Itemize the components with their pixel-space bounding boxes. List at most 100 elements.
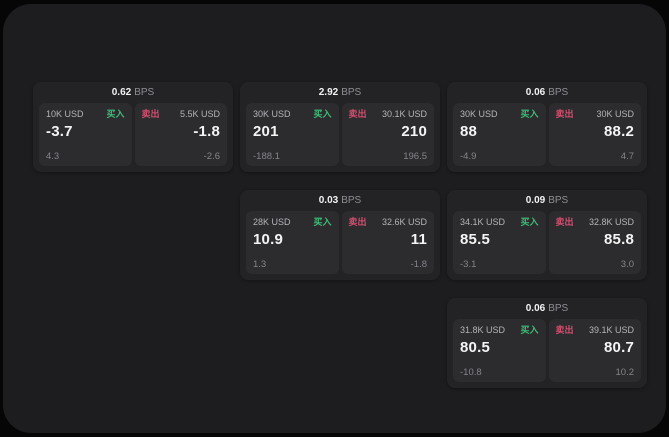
bps-value: 0.62: [111, 87, 132, 98]
buy-amount: 30K USD: [460, 109, 498, 119]
sell-tile-header: 卖出 32.8K USD: [556, 218, 635, 227]
card-body: 34.1K USD 买入 85.5 -3.1 卖出 32.8K USD 85.8…: [447, 209, 647, 280]
sell-side-badge: 卖出: [555, 109, 574, 119]
buy-tile-header: 31.8K USD 买入: [460, 326, 539, 335]
buy-amount: 30K USD: [253, 109, 291, 119]
buy-quote-tile[interactable]: 30K USD 买入 88 -4.9: [453, 103, 546, 166]
sell-tile-header: 卖出 5.5K USD: [142, 110, 221, 119]
quote-card: 2.92 BPS 30K USD 买入 201 -188.1 卖出 30.1K …: [240, 82, 440, 172]
buy-delta: -3.1: [460, 258, 477, 270]
bps-value: 0.09: [525, 195, 546, 206]
sell-side-badge: 卖出: [348, 217, 367, 227]
buy-price: 88: [460, 123, 478, 140]
buy-tile-header: 30K USD 买入: [253, 110, 332, 119]
sell-amount: 5.5K USD: [179, 109, 220, 119]
buy-amount: 31.8K USD: [460, 325, 506, 335]
sell-price: -1.8: [193, 123, 220, 140]
sell-tile-header: 卖出 30K USD: [556, 110, 635, 119]
buy-quote-tile[interactable]: 10K USD 买入 -3.7 4.3: [39, 103, 132, 166]
buy-amount: 10K USD: [46, 109, 84, 119]
sell-delta: 3.0: [620, 258, 634, 270]
sell-side-badge: 卖出: [555, 325, 574, 335]
sell-quote-tile[interactable]: 卖出 39.1K USD 80.7 10.2: [548, 319, 641, 382]
sell-side-badge: 卖出: [141, 109, 160, 119]
buy-side-badge: 买入: [520, 217, 539, 227]
buy-delta: -188.1: [253, 150, 280, 162]
bps-unit-label: BPS: [341, 87, 362, 98]
sell-amount: 30.1K USD: [381, 109, 427, 119]
sell-delta: 196.5: [403, 150, 427, 162]
buy-price: -3.7: [46, 123, 73, 140]
buy-quote-tile[interactable]: 30K USD 买入 201 -188.1: [246, 103, 339, 166]
bps-unit-label: BPS: [548, 195, 569, 206]
bps-value: 0.03: [318, 195, 339, 206]
buy-price: 201: [253, 123, 279, 140]
sell-quote-tile[interactable]: 卖出 32.6K USD 11 -1.8: [341, 211, 434, 274]
card-body: 30K USD 买入 201 -188.1 卖出 30.1K USD 210 1…: [240, 101, 440, 172]
buy-quote-tile[interactable]: 31.8K USD 买入 80.5 -10.8: [453, 319, 546, 382]
buy-tile-header: 34.1K USD 买入: [460, 218, 539, 227]
sell-delta: -1.8: [410, 258, 427, 270]
buy-delta: 1.3: [253, 258, 267, 270]
buy-side-badge: 买入: [520, 109, 539, 119]
sell-price: 80.7: [604, 339, 634, 356]
sell-tile-header: 卖出 39.1K USD: [556, 326, 635, 335]
buy-price: 85.5: [460, 231, 490, 248]
quote-card: 0.62 BPS 10K USD 买入 -3.7 4.3 卖出 5.5K USD…: [33, 82, 233, 172]
buy-tile-header: 30K USD 买入: [460, 110, 539, 119]
buy-side-badge: 买入: [313, 217, 332, 227]
sell-quote-tile[interactable]: 卖出 30.1K USD 210 196.5: [341, 103, 434, 166]
sell-side-badge: 卖出: [555, 217, 574, 227]
buy-amount: 28K USD: [253, 217, 291, 227]
card-header-spread: 0.09 BPS: [447, 190, 647, 209]
buy-side-badge: 买入: [106, 109, 125, 119]
buy-quote-tile[interactable]: 28K USD 买入 10.9 1.3: [246, 211, 339, 274]
sell-quote-tile[interactable]: 卖出 30K USD 88.2 4.7: [548, 103, 641, 166]
bps-value: 0.06: [525, 303, 546, 314]
bps-unit-label: BPS: [341, 195, 362, 206]
quote-card: 0.06 BPS 30K USD 买入 88 -4.9 卖出 30K USD 8…: [447, 82, 647, 172]
sell-tile-header: 卖出 30.1K USD: [349, 110, 428, 119]
quote-card-grid: 0.62 BPS 10K USD 买入 -3.7 4.3 卖出 5.5K USD…: [33, 82, 647, 388]
buy-price: 10.9: [253, 231, 283, 248]
sell-price: 210: [401, 123, 427, 140]
sell-delta: -2.6: [203, 150, 220, 162]
sell-side-badge: 卖出: [348, 109, 367, 119]
sell-price: 85.8: [604, 231, 634, 248]
sell-quote-tile[interactable]: 卖出 32.8K USD 85.8 3.0: [548, 211, 641, 274]
bps-value: 0.06: [525, 87, 546, 98]
quote-card: 0.03 BPS 28K USD 买入 10.9 1.3 卖出 32.6K US…: [240, 190, 440, 280]
quote-card: 0.09 BPS 34.1K USD 买入 85.5 -3.1 卖出 32.8K…: [447, 190, 647, 280]
bps-unit-label: BPS: [134, 87, 155, 98]
bps-unit-label: BPS: [548, 87, 569, 98]
sell-price: 11: [410, 231, 427, 248]
buy-side-badge: 买入: [520, 325, 539, 335]
sell-amount: 32.8K USD: [588, 217, 634, 227]
buy-amount: 34.1K USD: [460, 217, 506, 227]
card-header-spread: 2.92 BPS: [240, 82, 440, 101]
bps-unit-label: BPS: [548, 303, 569, 314]
card-header-spread: 0.06 BPS: [447, 82, 647, 101]
card-header-spread: 0.03 BPS: [240, 190, 440, 209]
main-panel: 0.62 BPS 10K USD 买入 -3.7 4.3 卖出 5.5K USD…: [3, 4, 666, 433]
sell-quote-tile[interactable]: 卖出 5.5K USD -1.8 -2.6: [134, 103, 227, 166]
sell-delta: 10.2: [615, 366, 635, 378]
sell-tile-header: 卖出 32.6K USD: [349, 218, 428, 227]
quote-card: 0.06 BPS 31.8K USD 买入 80.5 -10.8 卖出 39.1…: [447, 298, 647, 388]
buy-price: 80.5: [460, 339, 490, 356]
card-header-spread: 0.06 BPS: [447, 298, 647, 317]
buy-delta: 4.3: [46, 150, 60, 162]
buy-side-badge: 买入: [313, 109, 332, 119]
buy-delta: -4.9: [460, 150, 477, 162]
buy-quote-tile[interactable]: 34.1K USD 买入 85.5 -3.1: [453, 211, 546, 274]
sell-delta: 4.7: [620, 150, 634, 162]
bps-value: 2.92: [318, 87, 339, 98]
card-body: 28K USD 买入 10.9 1.3 卖出 32.6K USD 11 -1.8: [240, 209, 440, 280]
card-body: 10K USD 买入 -3.7 4.3 卖出 5.5K USD -1.8 -2.…: [33, 101, 233, 172]
card-body: 31.8K USD 买入 80.5 -10.8 卖出 39.1K USD 80.…: [447, 317, 647, 388]
card-header-spread: 0.62 BPS: [33, 82, 233, 101]
buy-delta: -10.8: [460, 366, 482, 378]
sell-amount: 32.6K USD: [381, 217, 427, 227]
buy-tile-header: 10K USD 买入: [46, 110, 125, 119]
card-body: 30K USD 买入 88 -4.9 卖出 30K USD 88.2 4.7: [447, 101, 647, 172]
